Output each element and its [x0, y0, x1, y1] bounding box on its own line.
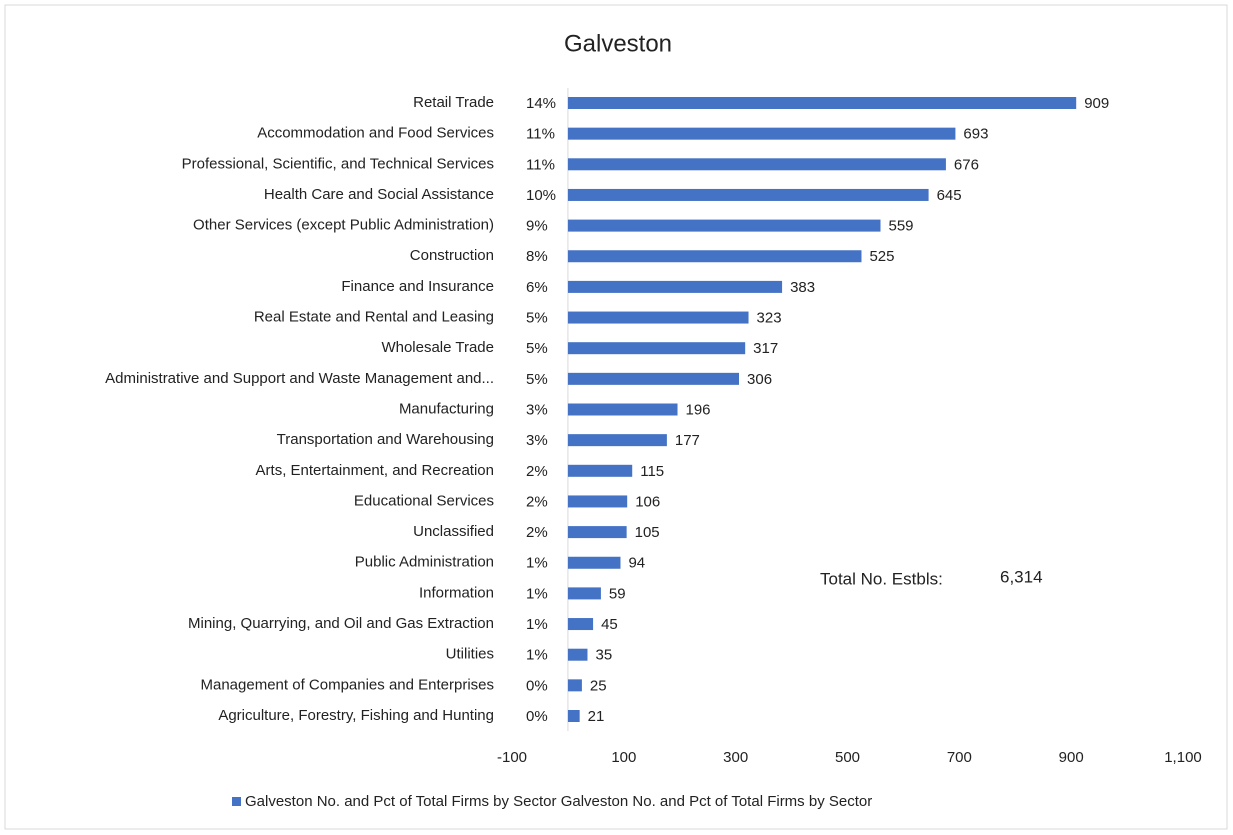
data-label: 106	[635, 493, 660, 510]
bar	[567, 618, 594, 631]
percent-label: 0%	[526, 708, 548, 725]
y-tick-label: Other Services (except Public Administra…	[193, 217, 494, 234]
y-tick-label: Unclassified	[413, 523, 494, 540]
x-tick-label: 500	[835, 749, 860, 766]
bar	[567, 464, 633, 477]
bar	[567, 495, 628, 508]
x-tick-label: 700	[947, 749, 972, 766]
data-label: 196	[686, 401, 711, 418]
data-label: 21	[588, 708, 605, 725]
y-tick-label: Transportation and Warehousing	[277, 431, 494, 448]
data-label: 693	[963, 126, 988, 143]
percent-label: 3%	[526, 432, 548, 449]
percent-label: 9%	[526, 218, 548, 235]
data-label: 525	[869, 248, 894, 265]
data-label: 645	[937, 187, 962, 204]
bar	[567, 648, 588, 661]
bar	[567, 97, 1077, 109]
y-tick-label: Real Estate and Rental and Leasing	[254, 309, 494, 326]
percent-label: 11%	[526, 126, 555, 143]
data-label: 323	[757, 310, 782, 327]
percent-label: 10%	[526, 187, 556, 204]
percent-label: 1%	[526, 647, 548, 664]
data-label: 105	[635, 524, 660, 541]
percent-label: 3%	[526, 401, 548, 418]
percent-label: 11%	[526, 156, 555, 173]
bar	[567, 587, 601, 600]
y-tick-label: Finance and Insurance	[341, 278, 494, 295]
percent-label: 1%	[526, 555, 548, 572]
y-tick-label: Educational Services	[354, 492, 494, 509]
data-label: 383	[790, 279, 815, 296]
percent-label: 2%	[526, 463, 548, 480]
data-label: 115	[640, 463, 664, 480]
y-tick-label: Construction	[410, 247, 494, 264]
bar	[567, 188, 929, 201]
x-tick-label: -100	[497, 749, 527, 766]
y-tick-label: Management of Companies and Enterprises	[201, 676, 495, 693]
y-tick-label: Utilities	[446, 646, 494, 663]
bar	[567, 679, 582, 692]
data-label: 177	[675, 432, 700, 449]
percent-label: 2%	[526, 493, 548, 510]
bar	[567, 372, 740, 385]
bar	[567, 556, 621, 569]
y-tick-label: Mining, Quarrying, and Oil and Gas Extra…	[188, 615, 494, 632]
bar	[567, 526, 627, 539]
y-tick-label: Accommodation and Food Services	[257, 125, 494, 142]
data-label: 94	[628, 555, 645, 572]
data-label: 35	[595, 647, 612, 664]
bar	[567, 342, 746, 355]
chart-title: Galveston	[564, 30, 672, 57]
percent-label: 1%	[526, 585, 548, 602]
chart-border	[4, 4, 1228, 830]
percent-label: 5%	[526, 340, 548, 357]
bar	[567, 311, 749, 324]
bar	[567, 710, 580, 722]
annotation-value: 6,314	[1000, 567, 1043, 586]
data-label: 559	[888, 218, 913, 235]
percent-label: 0%	[526, 677, 548, 694]
y-tick-label: Public Administration	[355, 554, 494, 571]
data-label: 909	[1084, 95, 1109, 112]
bar	[567, 127, 956, 140]
data-label: 45	[601, 616, 618, 633]
x-tick-label: 100	[611, 749, 636, 766]
percent-label: 14%	[526, 95, 556, 112]
bar	[567, 280, 783, 293]
y-tick-label: Arts, Entertainment, and Recreation	[256, 462, 494, 479]
percent-label: 5%	[526, 371, 548, 388]
percent-label: 6%	[526, 279, 548, 296]
data-label: 306	[747, 371, 772, 388]
percent-label: 5%	[526, 310, 548, 327]
annotation-label: Total No. Estbls:	[820, 569, 943, 588]
x-tick-label: 300	[723, 749, 748, 766]
y-tick-label: Professional, Scientific, and Technical …	[182, 155, 494, 172]
data-label: 676	[954, 156, 979, 173]
percent-label: 2%	[526, 524, 548, 541]
bar	[567, 250, 862, 263]
data-label: 59	[609, 585, 626, 602]
y-tick-label: Information	[419, 584, 494, 601]
y-tick-label: Agriculture, Forestry, Fishing and Hunti…	[218, 707, 494, 724]
y-tick-label: Retail Trade	[413, 94, 494, 111]
y-tick-label: Health Care and Social Assistance	[264, 186, 494, 203]
data-label: 25	[590, 677, 607, 694]
bar	[567, 158, 946, 171]
percent-label: 1%	[526, 616, 548, 633]
bar	[567, 219, 881, 232]
y-tick-label: Wholesale Trade	[381, 339, 494, 356]
legend-label: Galveston No. and Pct of Total Firms by …	[245, 793, 872, 810]
legend-swatch	[232, 797, 241, 806]
percent-label: 8%	[526, 248, 548, 265]
bar	[567, 434, 667, 447]
y-tick-label: Manufacturing	[399, 400, 494, 417]
bar	[567, 403, 678, 416]
y-tick-label: Administrative and Support and Waste Man…	[105, 370, 494, 387]
x-tick-label: 900	[1059, 749, 1084, 766]
data-label: 317	[753, 340, 778, 357]
x-tick-label: 1,100	[1164, 749, 1202, 766]
